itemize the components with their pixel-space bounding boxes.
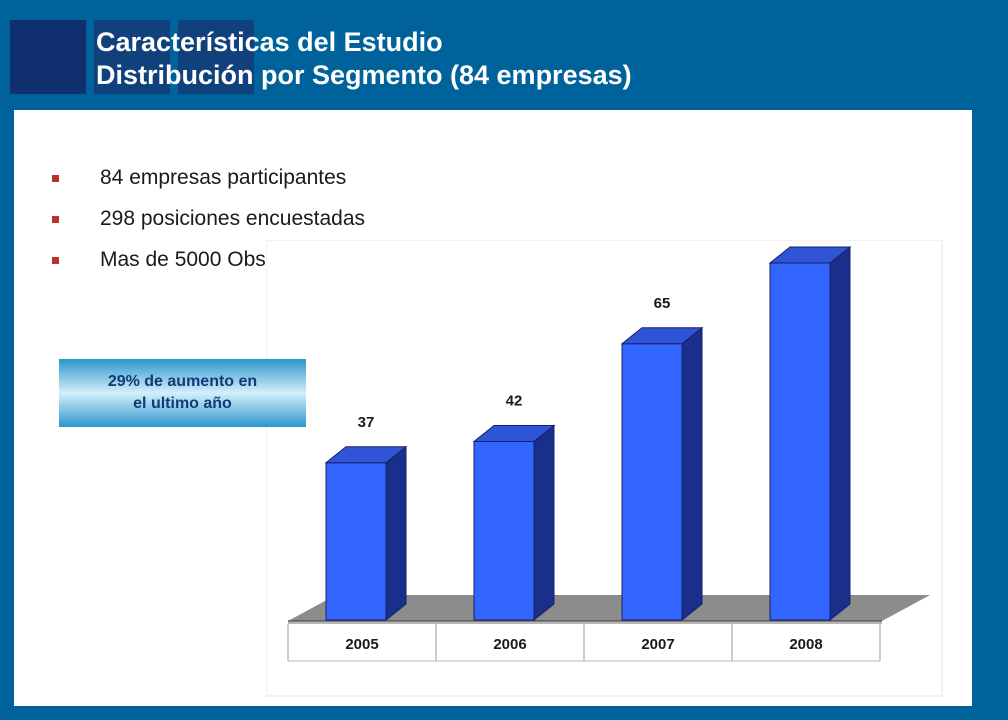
slide-title: Características del Estudio Distribución… — [96, 26, 632, 92]
square-bullet-icon — [52, 216, 59, 223]
bar-front — [325, 462, 387, 621]
bar-value-label: 42 — [506, 393, 523, 410]
bar-top — [768, 246, 852, 264]
bar-front — [769, 262, 831, 621]
square-bullet-icon — [52, 175, 59, 182]
bar-top — [472, 425, 556, 442]
growth-callout: 29% de aumento en el ultimo año — [59, 359, 306, 427]
bar-front — [621, 343, 683, 621]
bar-side — [533, 424, 555, 622]
square-bullet-icon — [52, 257, 59, 264]
bar-top — [620, 327, 704, 345]
bar-front — [473, 441, 535, 621]
title-line-2: Distribución por Segmento (84 empresas) — [96, 60, 632, 90]
callout-line-2: el ultimo año — [133, 395, 232, 412]
bullet-item: 298 posiciones encuestadas — [52, 205, 464, 246]
x-tick-label: 2007 — [641, 636, 674, 653]
decor-square — [10, 20, 86, 94]
bar-side — [385, 445, 407, 622]
bar-value-label: 65 — [654, 295, 671, 312]
title-line-1: Características del Estudio — [96, 27, 443, 57]
bullet-item: 84 empresas participantes — [52, 164, 464, 205]
bar-side — [829, 245, 851, 622]
bar-value-label: 37 — [358, 414, 375, 431]
bar-side — [681, 326, 703, 622]
bar-chart: 372005422006652007842008 — [266, 240, 943, 697]
content-panel: 84 empresas participantes 298 posiciones… — [14, 110, 972, 706]
bullet-text: 298 posiciones encuestadas — [100, 207, 366, 230]
x-tick-label: 2008 — [789, 636, 822, 653]
x-tick-label: 2005 — [345, 636, 378, 653]
callout-line-1: 29% de aumento en — [107, 373, 258, 390]
decor-square — [178, 20, 254, 94]
decor-square — [94, 20, 170, 94]
bar-top — [324, 446, 408, 464]
bullet-text: 84 empresas participantes — [100, 166, 347, 189]
x-tick-label: 2006 — [493, 636, 526, 653]
